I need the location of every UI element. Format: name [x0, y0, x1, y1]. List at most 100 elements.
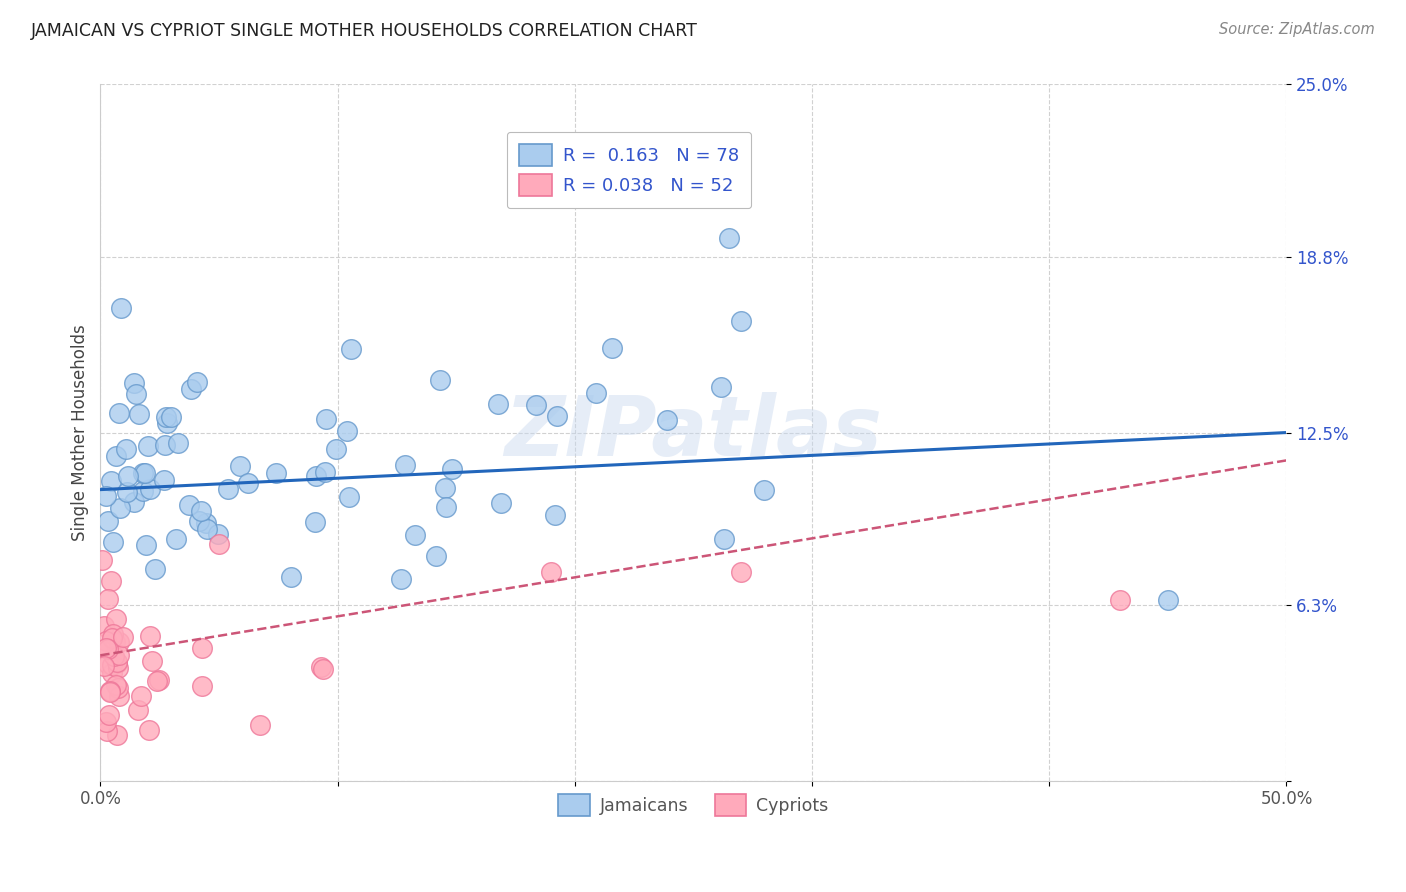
Point [710, 380, 733, 394]
Point [540, 565, 562, 579]
Point [110, 301, 132, 315]
Point [94, 634, 117, 648]
Point [190, 504, 212, 518]
Point [114, 442, 136, 457]
Point [104, 635, 127, 649]
Point [129, 689, 152, 703]
Point [264, 466, 287, 480]
Point [97, 514, 120, 528]
Point [94, 489, 117, 503]
Point [1109, 592, 1132, 607]
Point [122, 495, 145, 509]
Point [191, 641, 214, 656]
Point [544, 508, 567, 522]
Point [433, 481, 456, 495]
Point [730, 565, 752, 579]
Point [155, 409, 177, 424]
Point [713, 533, 735, 547]
Point [108, 690, 131, 704]
Point [139, 629, 162, 643]
Point [186, 375, 208, 389]
Point [145, 674, 167, 689]
Point [127, 703, 149, 717]
Text: JAMAICAN VS CYPRIOT SINGLE MOTHER HOUSEHOLDS CORRELATION CHART: JAMAICAN VS CYPRIOT SINGLE MOTHER HOUSEH… [31, 22, 697, 40]
Point [122, 376, 145, 390]
Point [101, 627, 124, 641]
Point [160, 409, 183, 424]
Point [105, 656, 128, 670]
Point [309, 660, 332, 674]
Point [314, 465, 336, 479]
Point [236, 475, 259, 490]
Point [105, 450, 128, 464]
Point [486, 397, 509, 411]
Point [135, 538, 157, 552]
Point [100, 474, 122, 488]
Point [111, 630, 134, 644]
Point [229, 458, 252, 473]
Point [180, 383, 202, 397]
Point [132, 483, 155, 498]
Point [107, 406, 129, 420]
Point [138, 723, 160, 738]
Point [100, 574, 122, 588]
Point [100, 631, 122, 645]
Point [101, 535, 124, 549]
Point [141, 654, 163, 668]
Point [108, 635, 131, 649]
Point [132, 466, 155, 480]
Point [139, 483, 162, 497]
Point [1157, 592, 1180, 607]
Point [335, 424, 357, 438]
Point [389, 572, 412, 586]
Point [94, 640, 117, 655]
Point [98, 685, 121, 699]
Point [280, 570, 302, 584]
Point [404, 527, 426, 541]
Point [312, 662, 335, 676]
Point [107, 681, 129, 695]
Point [91, 553, 114, 567]
Point [249, 718, 271, 732]
Point [96, 724, 118, 739]
Point [440, 461, 463, 475]
Point [717, 230, 740, 244]
Point [143, 562, 166, 576]
Point [96, 592, 118, 607]
Point [489, 495, 512, 509]
Point [337, 490, 360, 504]
Point [194, 516, 217, 531]
Point [177, 499, 200, 513]
Point [191, 679, 214, 693]
Point [207, 527, 229, 541]
Text: Source: ZipAtlas.com: Source: ZipAtlas.com [1219, 22, 1375, 37]
Point [93, 619, 115, 633]
Point [128, 407, 150, 421]
Point [315, 412, 337, 426]
Y-axis label: Single Mother Households: Single Mother Households [72, 324, 89, 541]
Point [107, 648, 129, 663]
Legend: Jamaicans, Cypriots: Jamaicans, Cypriots [550, 786, 837, 824]
Point [730, 314, 752, 328]
Point [105, 656, 128, 670]
Point [98, 683, 121, 698]
Point [136, 439, 159, 453]
Point [115, 484, 138, 499]
Point [340, 342, 363, 356]
Point [166, 435, 188, 450]
Point [152, 474, 174, 488]
Point [217, 482, 239, 496]
Point [97, 707, 120, 722]
Point [105, 612, 128, 626]
Point [105, 728, 128, 742]
Point [304, 515, 326, 529]
Point [524, 399, 547, 413]
Point [305, 469, 328, 483]
Point [148, 673, 170, 687]
Point [325, 442, 347, 456]
Point [103, 649, 125, 664]
Point [208, 537, 231, 551]
Point [97, 657, 120, 671]
Point [105, 678, 128, 692]
Point [108, 500, 131, 515]
